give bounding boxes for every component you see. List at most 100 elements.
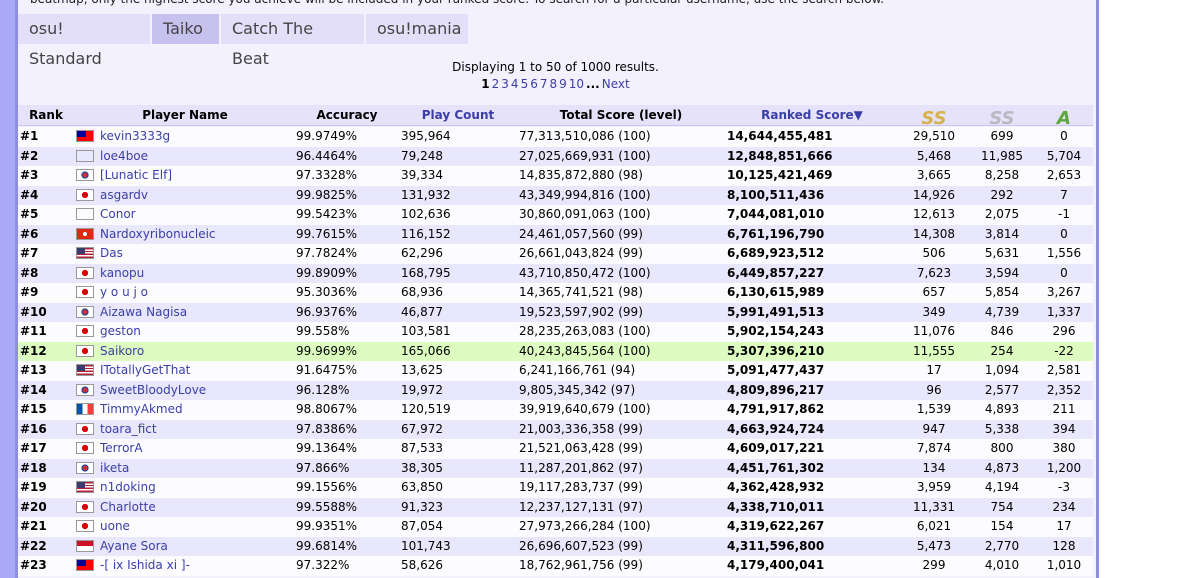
player-name[interactable]: Aizawa Nagisa <box>100 304 188 319</box>
player-name[interactable]: Ayane Sora <box>100 538 168 553</box>
play-count: 168,795 <box>401 265 451 280</box>
player-name[interactable]: asgardv <box>100 187 149 202</box>
player-name[interactable]: geston <box>100 324 141 338</box>
ss-count: 96 <box>926 382 942 397</box>
ssh-count: 3,594 <box>984 265 1020 280</box>
page-link[interactable]: 5 <box>520 77 529 91</box>
play-count: 39,334 <box>401 168 443 182</box>
play-count: 79,248 <box>401 148 443 163</box>
player-name[interactable]: loe4boe <box>100 148 149 163</box>
play-count: 91,323 <box>401 499 443 514</box>
page-link[interactable]: 6 <box>530 77 538 91</box>
ssh-count: 699 <box>990 129 1014 143</box>
ss-count: 947 <box>922 421 946 436</box>
country-flag <box>76 286 94 298</box>
accuracy: 97.322% <box>296 558 350 572</box>
page-link[interactable]: 8 <box>549 77 558 91</box>
a-count: 380 <box>1052 441 1076 455</box>
ranked-score: 4,338,710,011 <box>727 499 825 514</box>
accuracy: 99.5588% <box>296 499 358 514</box>
total-score: 18,762,961,756 (99) <box>519 558 643 572</box>
ranked-score: 5,991,491,513 <box>727 304 825 319</box>
accuracy: 99.6814% <box>296 538 358 553</box>
column-header: SS <box>921 108 947 129</box>
a-count: -22 <box>1054 343 1074 358</box>
next-link[interactable]: Next <box>601 77 630 91</box>
player-name[interactable]: kanopu <box>100 265 145 280</box>
page-link[interactable]: 9 <box>559 77 567 91</box>
page-link[interactable]: 7 <box>539 77 548 91</box>
player-name[interactable]: TimmyAkmed <box>100 402 183 416</box>
player-name[interactable]: [Lunatic Elf] <box>100 168 172 182</box>
page-link[interactable]: 2 <box>491 77 500 91</box>
play-count: 38,305 <box>401 460 443 475</box>
pagination: 1 2 3 4 5 6 7 8 9 10... Next <box>18 77 1093 91</box>
player-name[interactable]: -[ ix Ishida xi ]- <box>100 558 190 572</box>
ranking-row: #12 Saikoro 99.9699% 165,066 40,243,845,564 … <box>18 341 1093 361</box>
a-count: 1,200 <box>1046 460 1082 475</box>
rank: #12 <box>20 343 47 358</box>
player-name[interactable]: TerrorA <box>100 441 143 455</box>
ssh-count: 754 <box>990 499 1014 514</box>
page-link[interactable]: 3 <box>501 77 509 91</box>
player-name[interactable]: Nardoxyribonucleic <box>100 226 216 241</box>
a-count: 17 <box>1056 519 1072 533</box>
column-header[interactable]: Play Count <box>421 108 495 122</box>
ssh-count: 2,075 <box>984 207 1020 221</box>
page-link[interactable]: 10 <box>568 77 585 91</box>
accuracy: 91.6475% <box>296 363 358 377</box>
play-count: 102,636 <box>401 207 451 221</box>
player-name[interactable]: Das <box>100 246 123 260</box>
player-name[interactable]: toara_fict <box>100 421 157 436</box>
player-name[interactable]: Saikoro <box>100 343 145 358</box>
ranking-row: #4 asgardv 99.9825% 131,932 43,349,994,816 (… <box>18 185 1093 205</box>
player-name[interactable]: kevin3333g <box>100 129 171 143</box>
country-flag <box>76 383 94 396</box>
player-name[interactable]: n1doking <box>100 480 156 494</box>
ssh-count: 1,094 <box>984 363 1020 377</box>
play-count: 395,964 <box>401 129 451 143</box>
ssh-count: 2,577 <box>984 382 1020 397</box>
rank: #19 <box>20 480 47 494</box>
rank: #18 <box>20 460 47 475</box>
play-count: 68,936 <box>401 285 443 299</box>
page-link[interactable]: 4 <box>510 77 519 91</box>
ss-count: 6,021 <box>916 519 952 533</box>
ranked-score: 6,130,615,989 <box>727 285 825 299</box>
a-count: 0 <box>1060 129 1068 143</box>
a-count: 5,704 <box>1046 148 1082 163</box>
accuracy: 99.7615% <box>296 226 358 241</box>
ranked-score: 10,125,421,469 <box>727 168 833 182</box>
player-name[interactable]: y o u j o <box>100 285 148 299</box>
accuracy: 99.5423% <box>296 207 358 221</box>
ss-count: 1,539 <box>916 402 952 416</box>
play-count: 62,296 <box>401 246 443 260</box>
ss-count: 7,874 <box>916 441 952 455</box>
play-count: 165,066 <box>401 343 451 358</box>
column-header: SS <box>989 108 1015 129</box>
player-name[interactable]: Conor <box>100 207 136 221</box>
player-name[interactable]: Charlotte <box>100 499 156 514</box>
ranking-row: #1 kevin3333g 99.9749% 395,964 77,313,510,08… <box>18 127 1093 147</box>
player-name[interactable]: SweetBloodyLove <box>100 382 207 397</box>
mode-tab[interactable]: Taiko <box>152 14 219 44</box>
play-count: 58,626 <box>401 558 443 572</box>
ssh-count: 4,893 <box>984 402 1020 416</box>
rank: #9 <box>20 285 39 299</box>
ranked-score: 5,307,396,210 <box>727 343 825 358</box>
accuracy: 99.9749% <box>296 129 358 143</box>
player-name[interactable]: ITotallyGetThat <box>100 363 191 377</box>
mode-tab[interactable]: Catch The Beat <box>221 14 364 68</box>
country-flag <box>76 461 94 474</box>
a-count: 234 <box>1052 499 1076 514</box>
player-name[interactable]: iketa <box>100 460 130 475</box>
a-count: 2,581 <box>1046 363 1082 377</box>
column-header[interactable]: Ranked Score▼ <box>761 108 863 122</box>
player-name[interactable]: uone <box>100 519 130 533</box>
ssh-count: 4,873 <box>984 460 1020 475</box>
a-count: 1,556 <box>1046 246 1082 260</box>
total-score: 19,523,597,902 (99) <box>519 304 643 319</box>
mode-tab[interactable]: osu!mania <box>366 14 468 44</box>
mode-tab[interactable]: osu! Standard <box>18 14 150 68</box>
accuracy: 97.866% <box>296 460 350 475</box>
